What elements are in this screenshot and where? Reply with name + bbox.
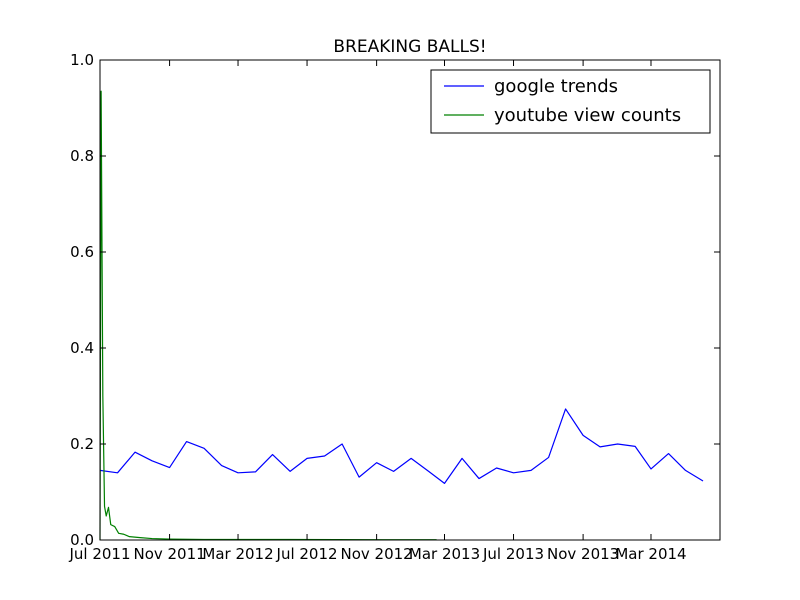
x-tick-label: Jul 2012 — [276, 545, 338, 563]
x-tick-label: Nov 2013 — [547, 545, 619, 563]
series-line-google-trends — [99, 408, 704, 484]
legend-box — [430, 69, 711, 134]
legend-label-youtube-view-counts: youtube view counts — [494, 105, 681, 126]
y-tick-label: 0.2 — [70, 435, 94, 453]
legend: google trends youtube view counts — [430, 69, 711, 134]
y-tick-label: 0.4 — [70, 339, 94, 357]
y-tick-label: 0.6 — [70, 243, 94, 261]
x-tick-label: Mar 2012 — [202, 545, 273, 563]
y-tick-label: 1.0 — [70, 51, 94, 69]
legend-label-google-trends: google trends — [494, 76, 618, 97]
y-tick-label: 0.0 — [70, 531, 94, 549]
x-tick-label: Jul 2011 — [68, 545, 130, 563]
plot-frame — [99, 59, 721, 541]
chart-title: BREAKING BALLS! — [333, 37, 486, 57]
x-tick-label: Nov 2011 — [133, 545, 205, 563]
x-tick-label: Nov 2012 — [341, 545, 413, 563]
x-tick-label: Jul 2013 — [482, 545, 544, 563]
x-tick-label: Mar 2013 — [409, 545, 480, 563]
x-tick-label: Mar 2014 — [615, 545, 686, 563]
y-tick-label: 0.8 — [70, 147, 94, 165]
